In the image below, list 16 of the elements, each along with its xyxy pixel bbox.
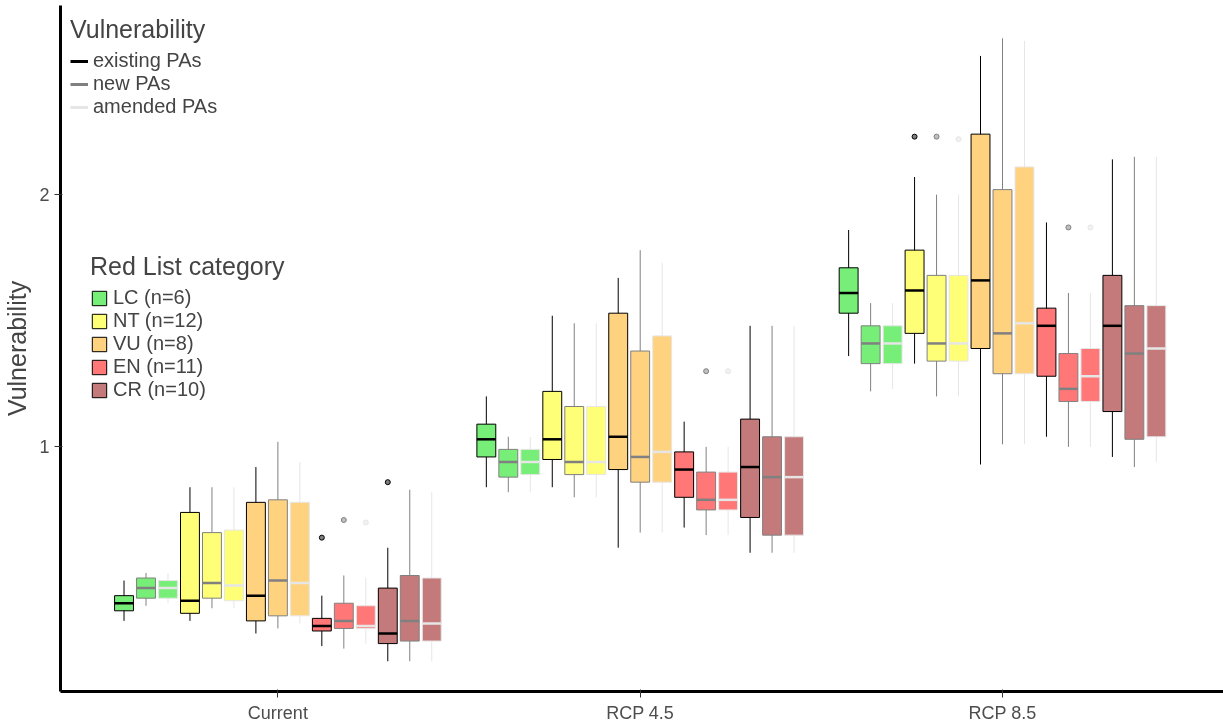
annotation: Vulnerability [70, 15, 207, 44]
y-tick-label: 2 [39, 185, 50, 206]
y-tick-label: 1 [39, 437, 50, 458]
y-axis-title: Vulnerability [3, 280, 32, 417]
legend-title: Red List category [90, 252, 285, 281]
x-tick-label: RCP 4.5 [606, 702, 674, 723]
x-tick-label: RCP 8.5 [968, 702, 1037, 723]
x-tick-label: Current [247, 702, 308, 723]
legend-label: VU (n=8) [113, 332, 194, 355]
legend-label: NT (n=12) [113, 309, 204, 332]
annotation: amended PAs [93, 95, 218, 118]
legend-label: CR (n=10) [113, 378, 206, 401]
annotation: existing PAs [93, 49, 202, 72]
annotation: new PAs [93, 72, 171, 95]
legend-label: LC (n=6) [113, 286, 192, 309]
legend-label: EN (n=11) [113, 355, 204, 378]
